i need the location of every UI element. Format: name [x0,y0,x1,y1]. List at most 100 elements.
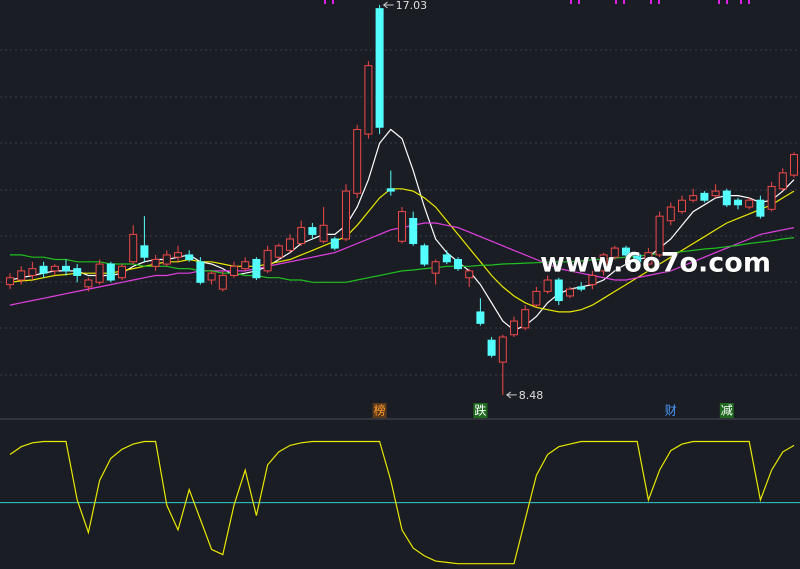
candle-body [196,261,205,283]
candle-body [543,279,552,292]
candle-body [666,206,675,222]
signal-marker: 财 [665,404,677,418]
candle-body [39,265,48,274]
signal-tick [726,0,728,4]
candle-body [655,215,664,256]
marker-box [372,403,387,418]
candle-body [734,199,742,206]
candle-body [532,290,541,306]
candle-body [297,227,306,245]
candle-body [678,199,686,213]
candle-body [6,277,14,286]
candle-body [84,279,93,288]
candle-body [778,172,787,190]
candle-body [230,265,238,276]
candle-body [722,190,731,206]
candle-body [106,263,115,281]
candle-body [521,309,530,329]
signal-marker: 榜 [374,403,386,418]
signal-tick [332,0,334,4]
candle-body [622,247,630,256]
candle-body [330,238,339,249]
signal-tick [718,0,720,4]
candle-body [319,224,328,242]
candle-body [420,245,429,265]
candle-body [644,252,653,265]
candle-body [73,268,82,276]
candle-body [442,254,451,263]
signal-ticks [324,0,750,4]
signal-tick [578,0,580,4]
candle-body [364,65,373,135]
candle-body [218,274,227,290]
candle-body [129,233,138,263]
candle-body [207,272,216,281]
candle-body [409,217,418,245]
candle-body [610,247,619,258]
candle-body [50,265,59,272]
candle-body [554,279,563,302]
candle-body [566,288,574,297]
candle-body [162,254,171,265]
candle-body [588,274,597,286]
candle-body [185,254,194,260]
candle-body [95,263,104,283]
candle-body [342,190,350,240]
candle-body [454,258,462,270]
moving-average-line [9,188,795,313]
candle-body [28,268,37,276]
candle-body [252,258,261,279]
candle-body [17,270,26,281]
candle-body [241,261,250,270]
annotation-arrow [505,391,517,399]
indicator-line [9,440,795,565]
candle-body [140,245,149,258]
candle-body [398,211,406,242]
annotation-arrow [382,1,394,9]
candle-body [465,270,474,279]
candle-body [711,190,720,197]
candle-body [286,238,294,251]
candle-body [263,249,272,272]
signal-tick [570,0,572,4]
grid [0,49,800,420]
candle-body [756,199,765,217]
candle-body [476,311,485,324]
candle-body [375,8,384,128]
price-annotation: 17.03 [396,0,428,12]
candle-body [386,188,395,192]
candle-body [599,254,608,272]
signal-tick [623,0,625,4]
candle-body [353,129,362,194]
candle-body [431,261,440,274]
signal-tick [650,0,652,4]
candle-body [767,186,776,210]
signal-tick [748,0,750,4]
watermark: www.6o7o.com [540,248,771,279]
candle-body [577,286,586,290]
candle-body [274,245,283,258]
candle-body [510,320,518,336]
marker-box [719,403,734,418]
candle-body [151,258,160,267]
signal-marker: 减 [721,404,733,418]
signal-tick [658,0,660,4]
candle-body [633,254,642,263]
candle-body [487,339,496,356]
candle-body [790,154,798,176]
signal-marker: 跌 [474,403,486,418]
candle-body [118,265,126,279]
candle-body [308,227,317,235]
signal-tick [740,0,742,4]
candle-body [700,192,709,201]
price-annotation: 8.48 [519,389,544,402]
candle-body [689,195,698,201]
candle-body [745,199,754,208]
candle-body [498,336,507,363]
candle-body [174,252,182,258]
signal-tick [324,0,326,4]
marker-box [473,403,488,418]
